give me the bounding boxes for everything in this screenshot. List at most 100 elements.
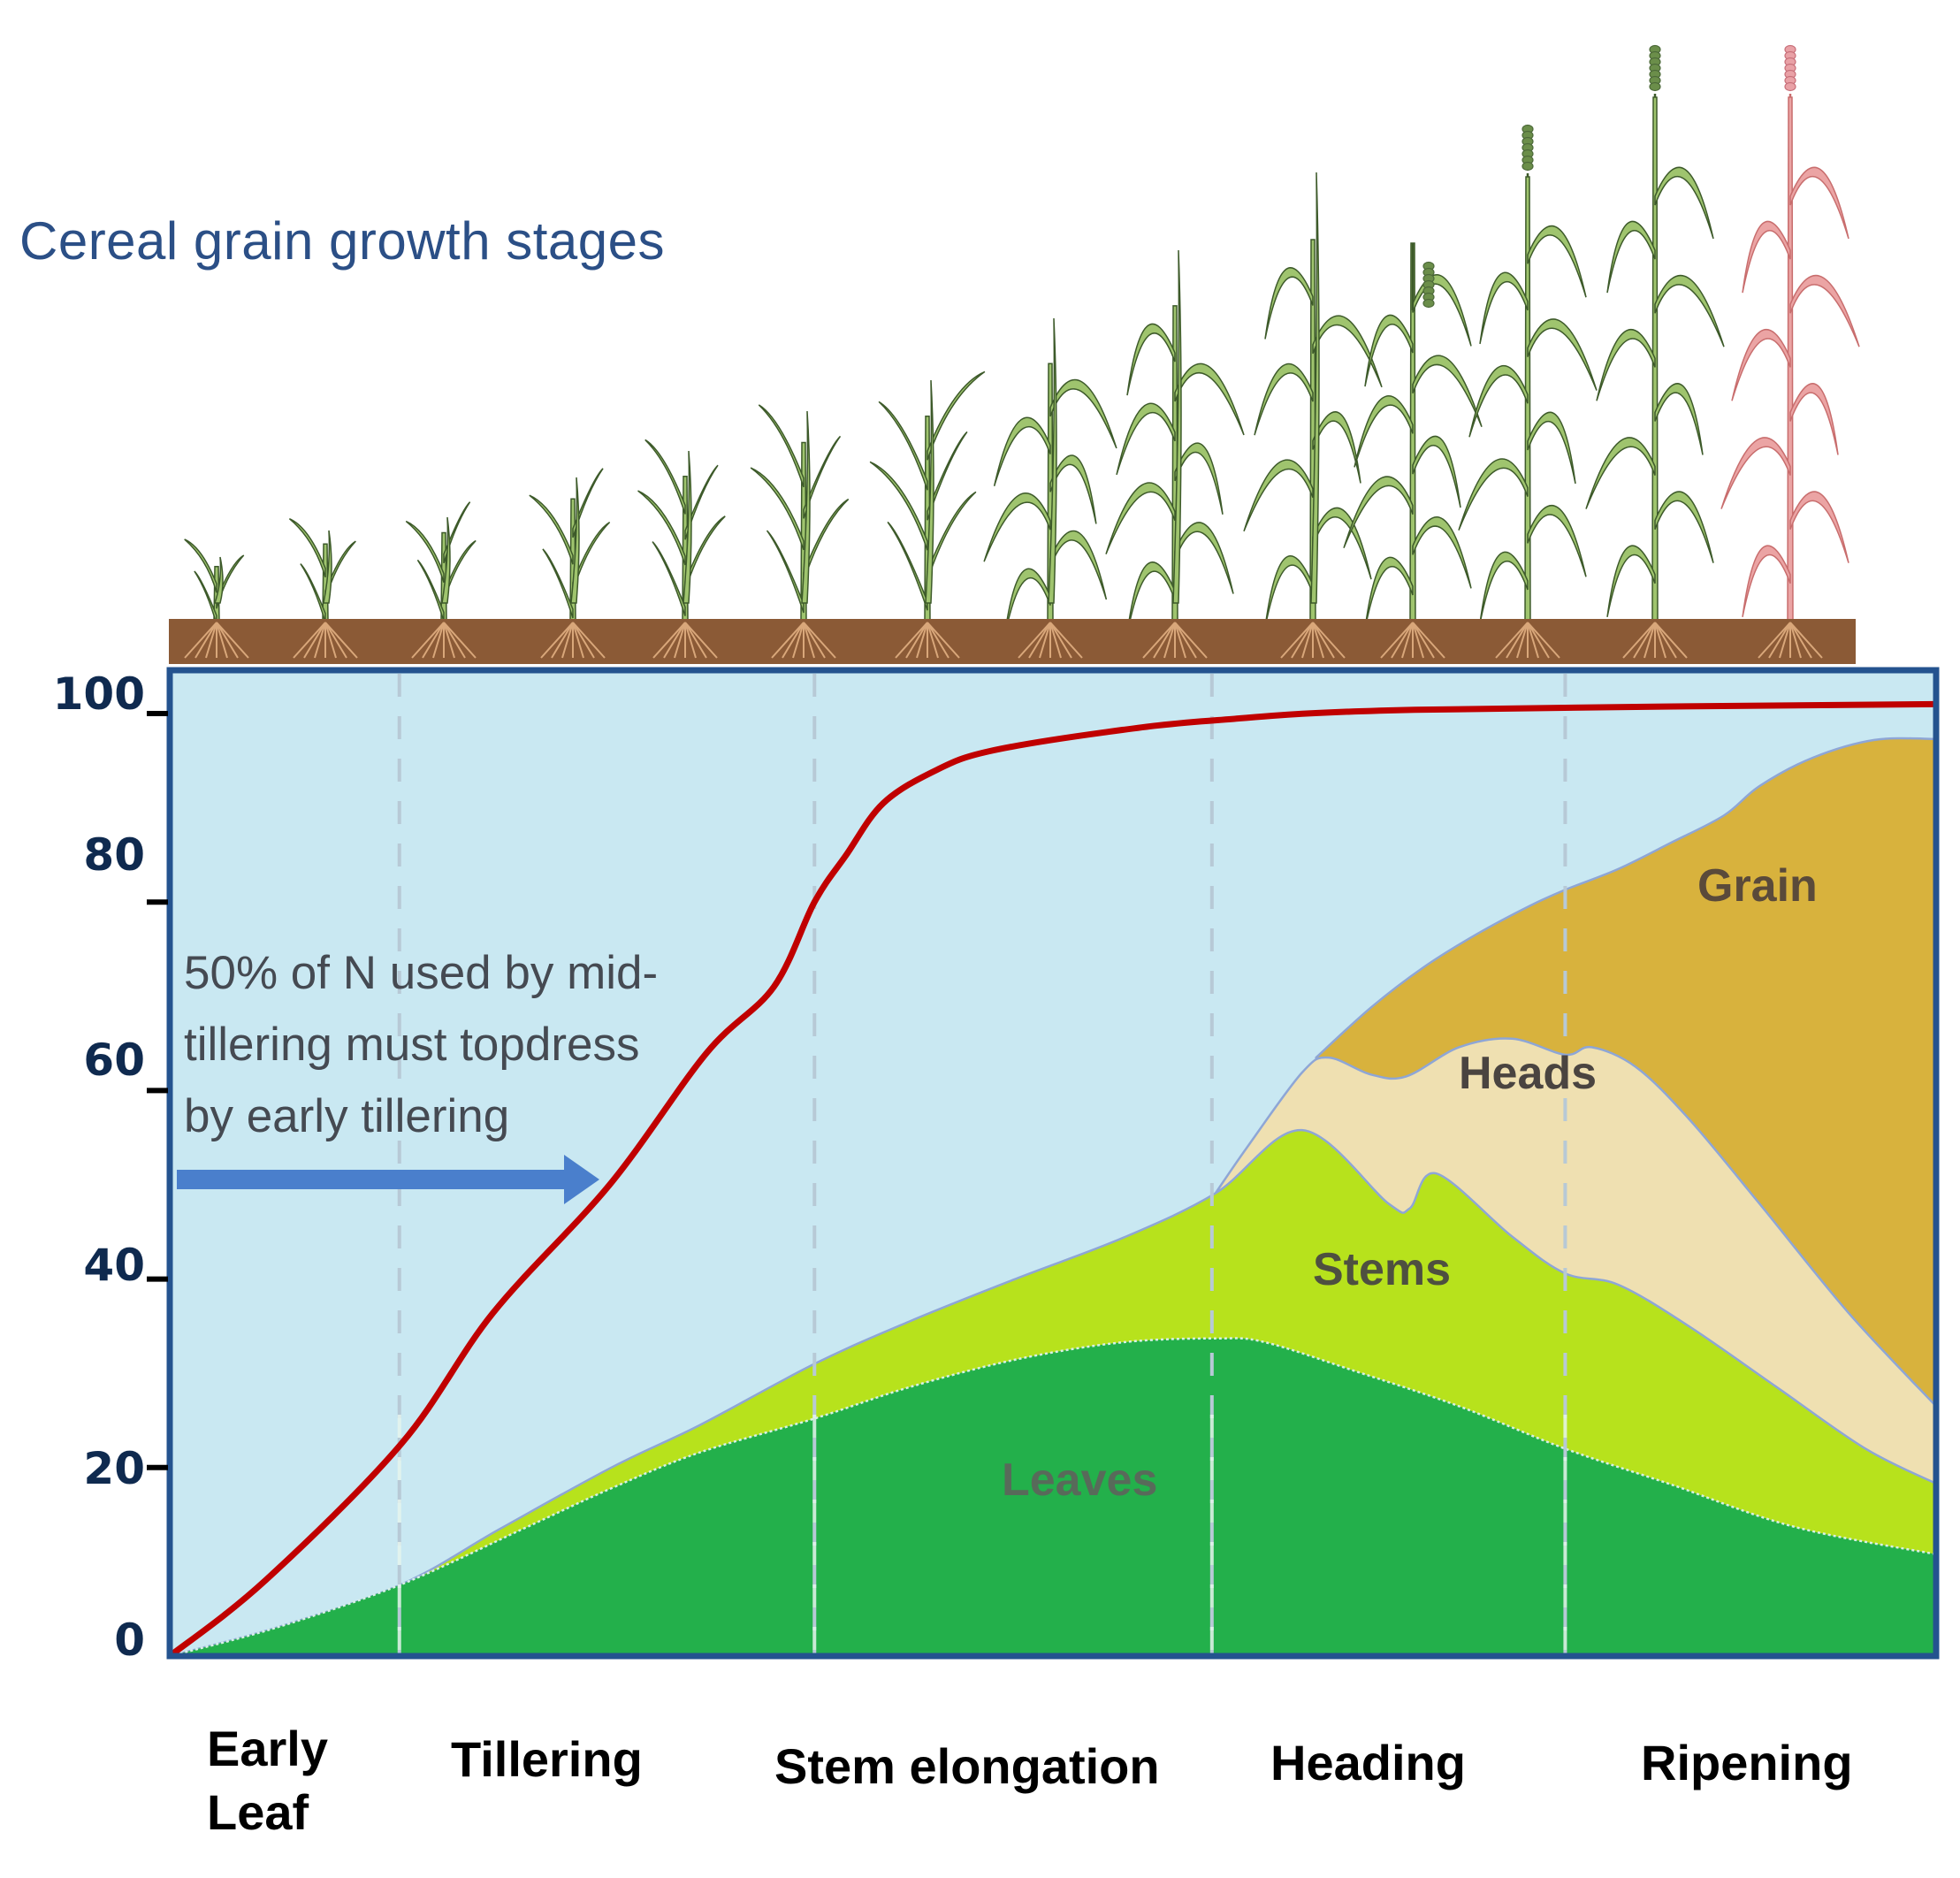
root-icon — [411, 622, 477, 659]
root-icon — [1018, 622, 1083, 659]
plant-roots — [184, 622, 1823, 659]
leaf-icon — [1654, 491, 1714, 563]
root-icon — [1380, 622, 1445, 659]
leaf-icon — [1049, 378, 1117, 449]
stage-heading: Heading — [1270, 1735, 1466, 1790]
leaf-icon — [416, 559, 445, 622]
plant-icon — [288, 517, 356, 623]
leaf-icon — [1720, 437, 1791, 509]
leaf-icon — [184, 538, 217, 593]
plant-icon — [983, 317, 1117, 637]
leaves-area — [169, 1337, 1938, 1658]
leaf-icon — [1742, 220, 1791, 294]
leaf-icon — [1264, 267, 1314, 340]
y-tick-100: 100 — [52, 668, 145, 720]
root-icon — [652, 622, 718, 659]
heads-label: Heads — [1459, 1048, 1598, 1099]
y-tick-20: 20 — [83, 1443, 145, 1494]
leaf-icon — [869, 461, 928, 551]
plant-icon — [1585, 44, 1725, 622]
leaf-icon — [644, 439, 686, 515]
root-icon — [1758, 622, 1823, 659]
y-axis-ticks — [147, 711, 168, 1470]
leaf-icon — [1312, 411, 1361, 484]
leaf-icon — [1364, 556, 1414, 630]
leaf-icon — [1412, 274, 1472, 347]
grain-head-icon — [1422, 298, 1435, 309]
leaf-icon — [1105, 482, 1176, 554]
leaf-icon — [993, 416, 1051, 486]
plant-icon — [1343, 242, 1483, 630]
stage-early-leaf-line1: Early — [207, 1721, 328, 1776]
plant-icon — [1720, 44, 1860, 622]
leaf-icon — [803, 498, 850, 582]
y-tick-60: 60 — [83, 1034, 145, 1086]
leaf-icon — [288, 517, 326, 578]
leaf-icon — [1412, 355, 1483, 428]
leaf-icon — [1412, 435, 1461, 508]
root-icon — [1495, 622, 1560, 659]
annotation-line-2: tillering must topdress — [184, 1019, 640, 1071]
leaf-icon — [1606, 220, 1656, 294]
leaf-icon — [1049, 454, 1097, 524]
root-icon — [1280, 622, 1346, 659]
leaf-icon — [1527, 225, 1587, 298]
plant-icon — [1458, 124, 1598, 624]
leaf-icon — [684, 464, 719, 540]
leaf-icon — [1458, 458, 1529, 531]
y-tick-40: 40 — [83, 1240, 145, 1291]
leaf-icon — [1527, 505, 1587, 577]
stage-early-leaf-line2: Leaf — [207, 1784, 309, 1840]
stems-label: Stems — [1313, 1244, 1452, 1295]
leaf-icon — [1354, 395, 1414, 468]
leaf-icon — [927, 491, 977, 581]
grain-label: Grain — [1697, 860, 1818, 912]
leaf-icon — [1174, 442, 1224, 515]
leaf-icon — [1116, 402, 1176, 476]
leaf-icon — [1243, 459, 1314, 532]
leaf-icon — [637, 490, 686, 566]
leaf-icon — [1596, 329, 1656, 401]
leaf-icon — [300, 563, 326, 623]
root-icon — [1142, 622, 1208, 659]
leaf-icon — [572, 521, 611, 592]
leaf-icon — [1412, 516, 1472, 589]
leaf-icon — [1174, 522, 1234, 594]
grain-head-icon — [1521, 161, 1534, 172]
leaf-icon — [1654, 166, 1714, 240]
leaf-icon — [927, 370, 986, 461]
leaf-icon — [1789, 275, 1860, 347]
leaf-icon — [927, 431, 968, 521]
leaf-icon — [1742, 545, 1791, 617]
leaf-icon — [1789, 383, 1839, 455]
leaves-label: Leaves — [1002, 1454, 1158, 1506]
leaf-icon — [1479, 271, 1529, 345]
y-tick-0: 0 — [114, 1615, 145, 1666]
leaf-icon — [1254, 363, 1314, 436]
root-icon — [184, 622, 249, 659]
leaf-icon — [1789, 166, 1849, 240]
topdress-arrow — [177, 1155, 599, 1204]
figure-title: Cereal grain growth stages — [19, 211, 666, 271]
root-icon — [540, 622, 606, 659]
leaf-icon — [878, 401, 928, 491]
root-icon — [1622, 622, 1688, 659]
plot-area — [166, 667, 1940, 1660]
topdress-annotation: 50% of N used by mid- tillering must top… — [184, 937, 658, 1152]
annotation-line-3: by early tillering — [184, 1090, 510, 1142]
leaf-icon — [1049, 530, 1108, 600]
plant-icon — [869, 370, 986, 622]
plant-icon — [1243, 172, 1383, 628]
leaf-icon — [1606, 545, 1656, 617]
leaf-icon — [887, 521, 928, 611]
leaf-icon — [652, 541, 686, 616]
root-icon — [771, 622, 836, 659]
stage-boundary-lines — [397, 674, 1567, 1653]
leaf-icon — [542, 548, 574, 619]
plant-icon — [405, 501, 477, 622]
leaf-icon — [1654, 383, 1704, 455]
stage-early-leaf: Early Leaf — [207, 1717, 328, 1844]
leaf-icon — [1468, 365, 1529, 438]
leaf-icon — [1126, 323, 1176, 396]
